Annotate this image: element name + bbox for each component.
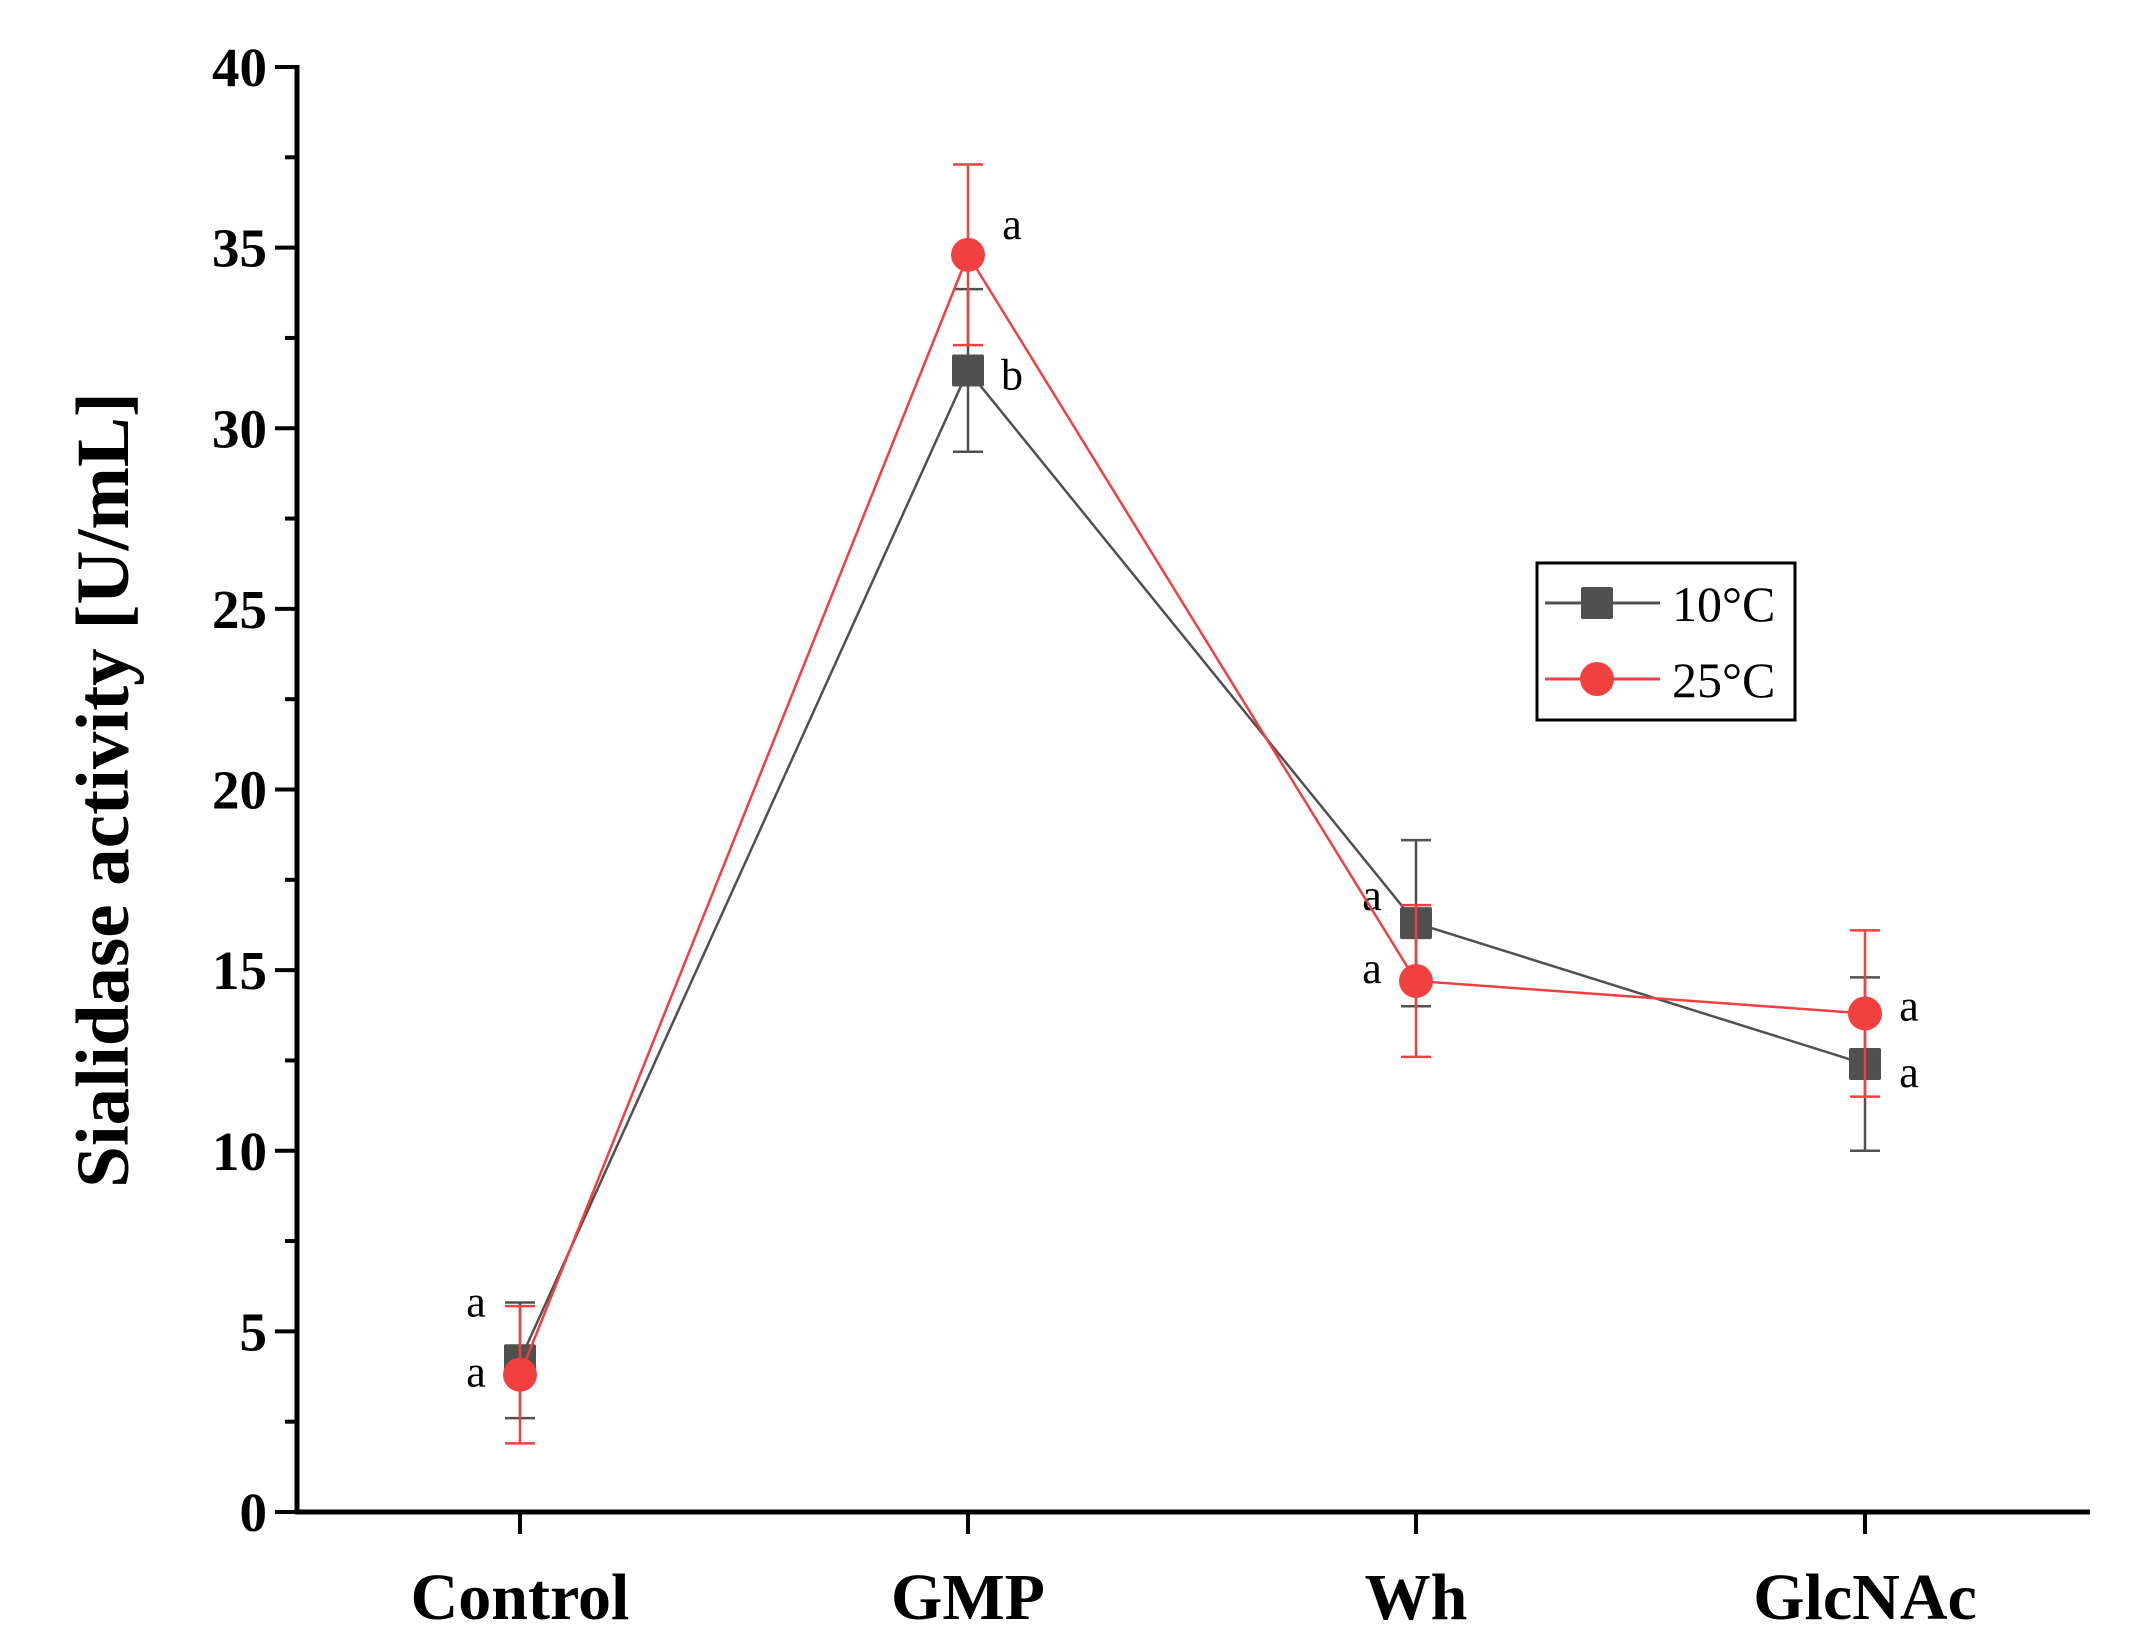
y-tick-label: 40 bbox=[212, 37, 267, 98]
axes: 0 5 10 15 20 25 30 35 40 Control GMP Wh GlcNAc bbox=[212, 37, 2090, 1634]
significance-label: b bbox=[1001, 350, 1023, 399]
legend: 10°C 25°C bbox=[1535, 561, 1797, 722]
x-tick-label: GMP bbox=[891, 1561, 1045, 1634]
y-tick-label: 35 bbox=[212, 218, 267, 279]
significance-label: a bbox=[1002, 200, 1022, 249]
significance-label: a bbox=[466, 1348, 486, 1397]
legend-circle-marker bbox=[1580, 662, 1614, 696]
legend-box bbox=[1535, 561, 1797, 722]
legend-label: 10°C bbox=[1672, 576, 1775, 632]
x-tick-label: GlcNAc bbox=[1753, 1561, 1977, 1634]
significance-label: a bbox=[1899, 1048, 1919, 1097]
significance-label: a bbox=[1362, 871, 1382, 920]
y-axis-label: Sialidase activity [U/mL] bbox=[62, 392, 145, 1188]
y-tick-label: 15 bbox=[212, 940, 267, 1001]
data-point-circle bbox=[951, 237, 985, 272]
y-tick-label: 5 bbox=[240, 1301, 268, 1362]
y-tick-label: 10 bbox=[212, 1121, 267, 1182]
legend-label: 25°C bbox=[1672, 652, 1775, 708]
series-line bbox=[518, 368, 1866, 1361]
data-point-square bbox=[952, 354, 984, 387]
y-tick-label: 30 bbox=[212, 398, 267, 459]
y-tick-label: 20 bbox=[212, 760, 267, 821]
legend-square-marker bbox=[1581, 587, 1613, 619]
significance-label: a bbox=[1362, 944, 1382, 993]
x-tick-label: Wh bbox=[1365, 1561, 1468, 1634]
series-line bbox=[518, 252, 1866, 1376]
data-point-circle bbox=[503, 1357, 537, 1392]
y-tick-label: 25 bbox=[212, 579, 267, 640]
data-point-circle bbox=[1399, 963, 1433, 998]
y-tick-label: 0 bbox=[240, 1482, 268, 1543]
significance-label: a bbox=[466, 1277, 486, 1326]
significance-label: a bbox=[1899, 981, 1919, 1030]
x-tick-label: Control bbox=[411, 1561, 630, 1634]
data-point-circle bbox=[1848, 996, 1882, 1031]
